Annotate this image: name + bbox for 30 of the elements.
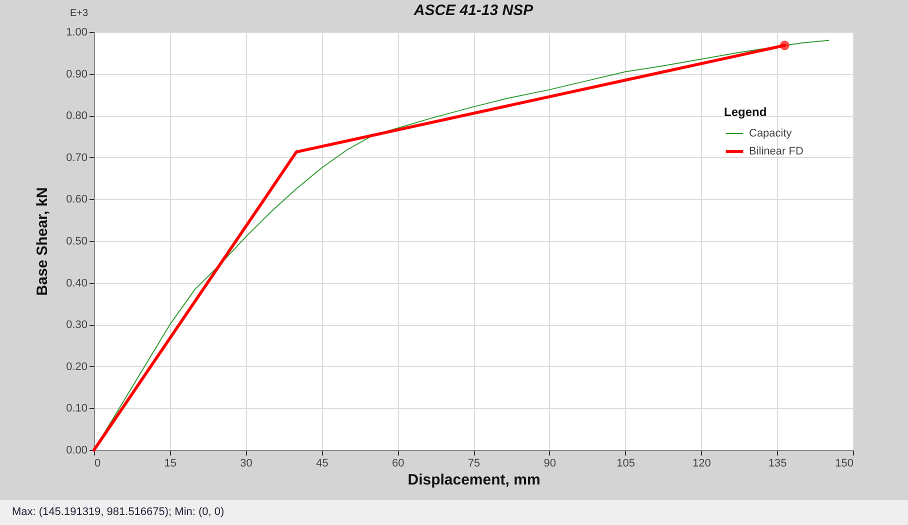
text: E+3 (70, 8, 88, 19)
x-tick-label: 105 (616, 458, 635, 470)
chart-title: ASCE 41-13 NSP (412, 2, 534, 19)
x-tick-label: 75 (468, 458, 480, 470)
y-axis-title: Base Shear, kN (34, 187, 52, 296)
x-tick-label: 135 (768, 458, 787, 470)
y-tick-label: 0.00 (66, 444, 88, 456)
x-tick-label: 30 (240, 458, 252, 470)
y-tick-label: 0.60 (66, 194, 88, 206)
legend-title: Legend (724, 105, 767, 119)
y-tick-label: 1.00 (66, 26, 88, 38)
text: Max: (145.191319, 981.516675); Min: (0, 0) (0, 500, 908, 525)
x-tick-label: 120 (692, 458, 711, 470)
y-tick-label: 0.30 (66, 319, 88, 332)
y-tick-label: 0.20 (66, 360, 88, 373)
x-tick-label: 60 (392, 458, 404, 470)
x-tick-label: 150 (835, 458, 854, 470)
x-tick-label: 45 (316, 458, 328, 470)
y-tick-label: 0.50 (66, 236, 88, 248)
x-tick-label: 15 (164, 458, 177, 470)
y-tick-label: 0.70 (66, 152, 88, 164)
legend-label: Capacity (749, 128, 792, 140)
y-tick-label: 0.90 (66, 68, 88, 80)
x-tick-label: 90 (544, 458, 556, 470)
y-tick-label: 0.80 (66, 110, 88, 122)
x-axis-title: Displacement, mm (408, 472, 540, 488)
y-tick-label: 0.40 (66, 277, 88, 290)
legend-label: Bilinear FD (749, 146, 804, 158)
y-tick-label: 0.10 (66, 402, 88, 415)
x-tick-label: 0 (94, 458, 101, 470)
